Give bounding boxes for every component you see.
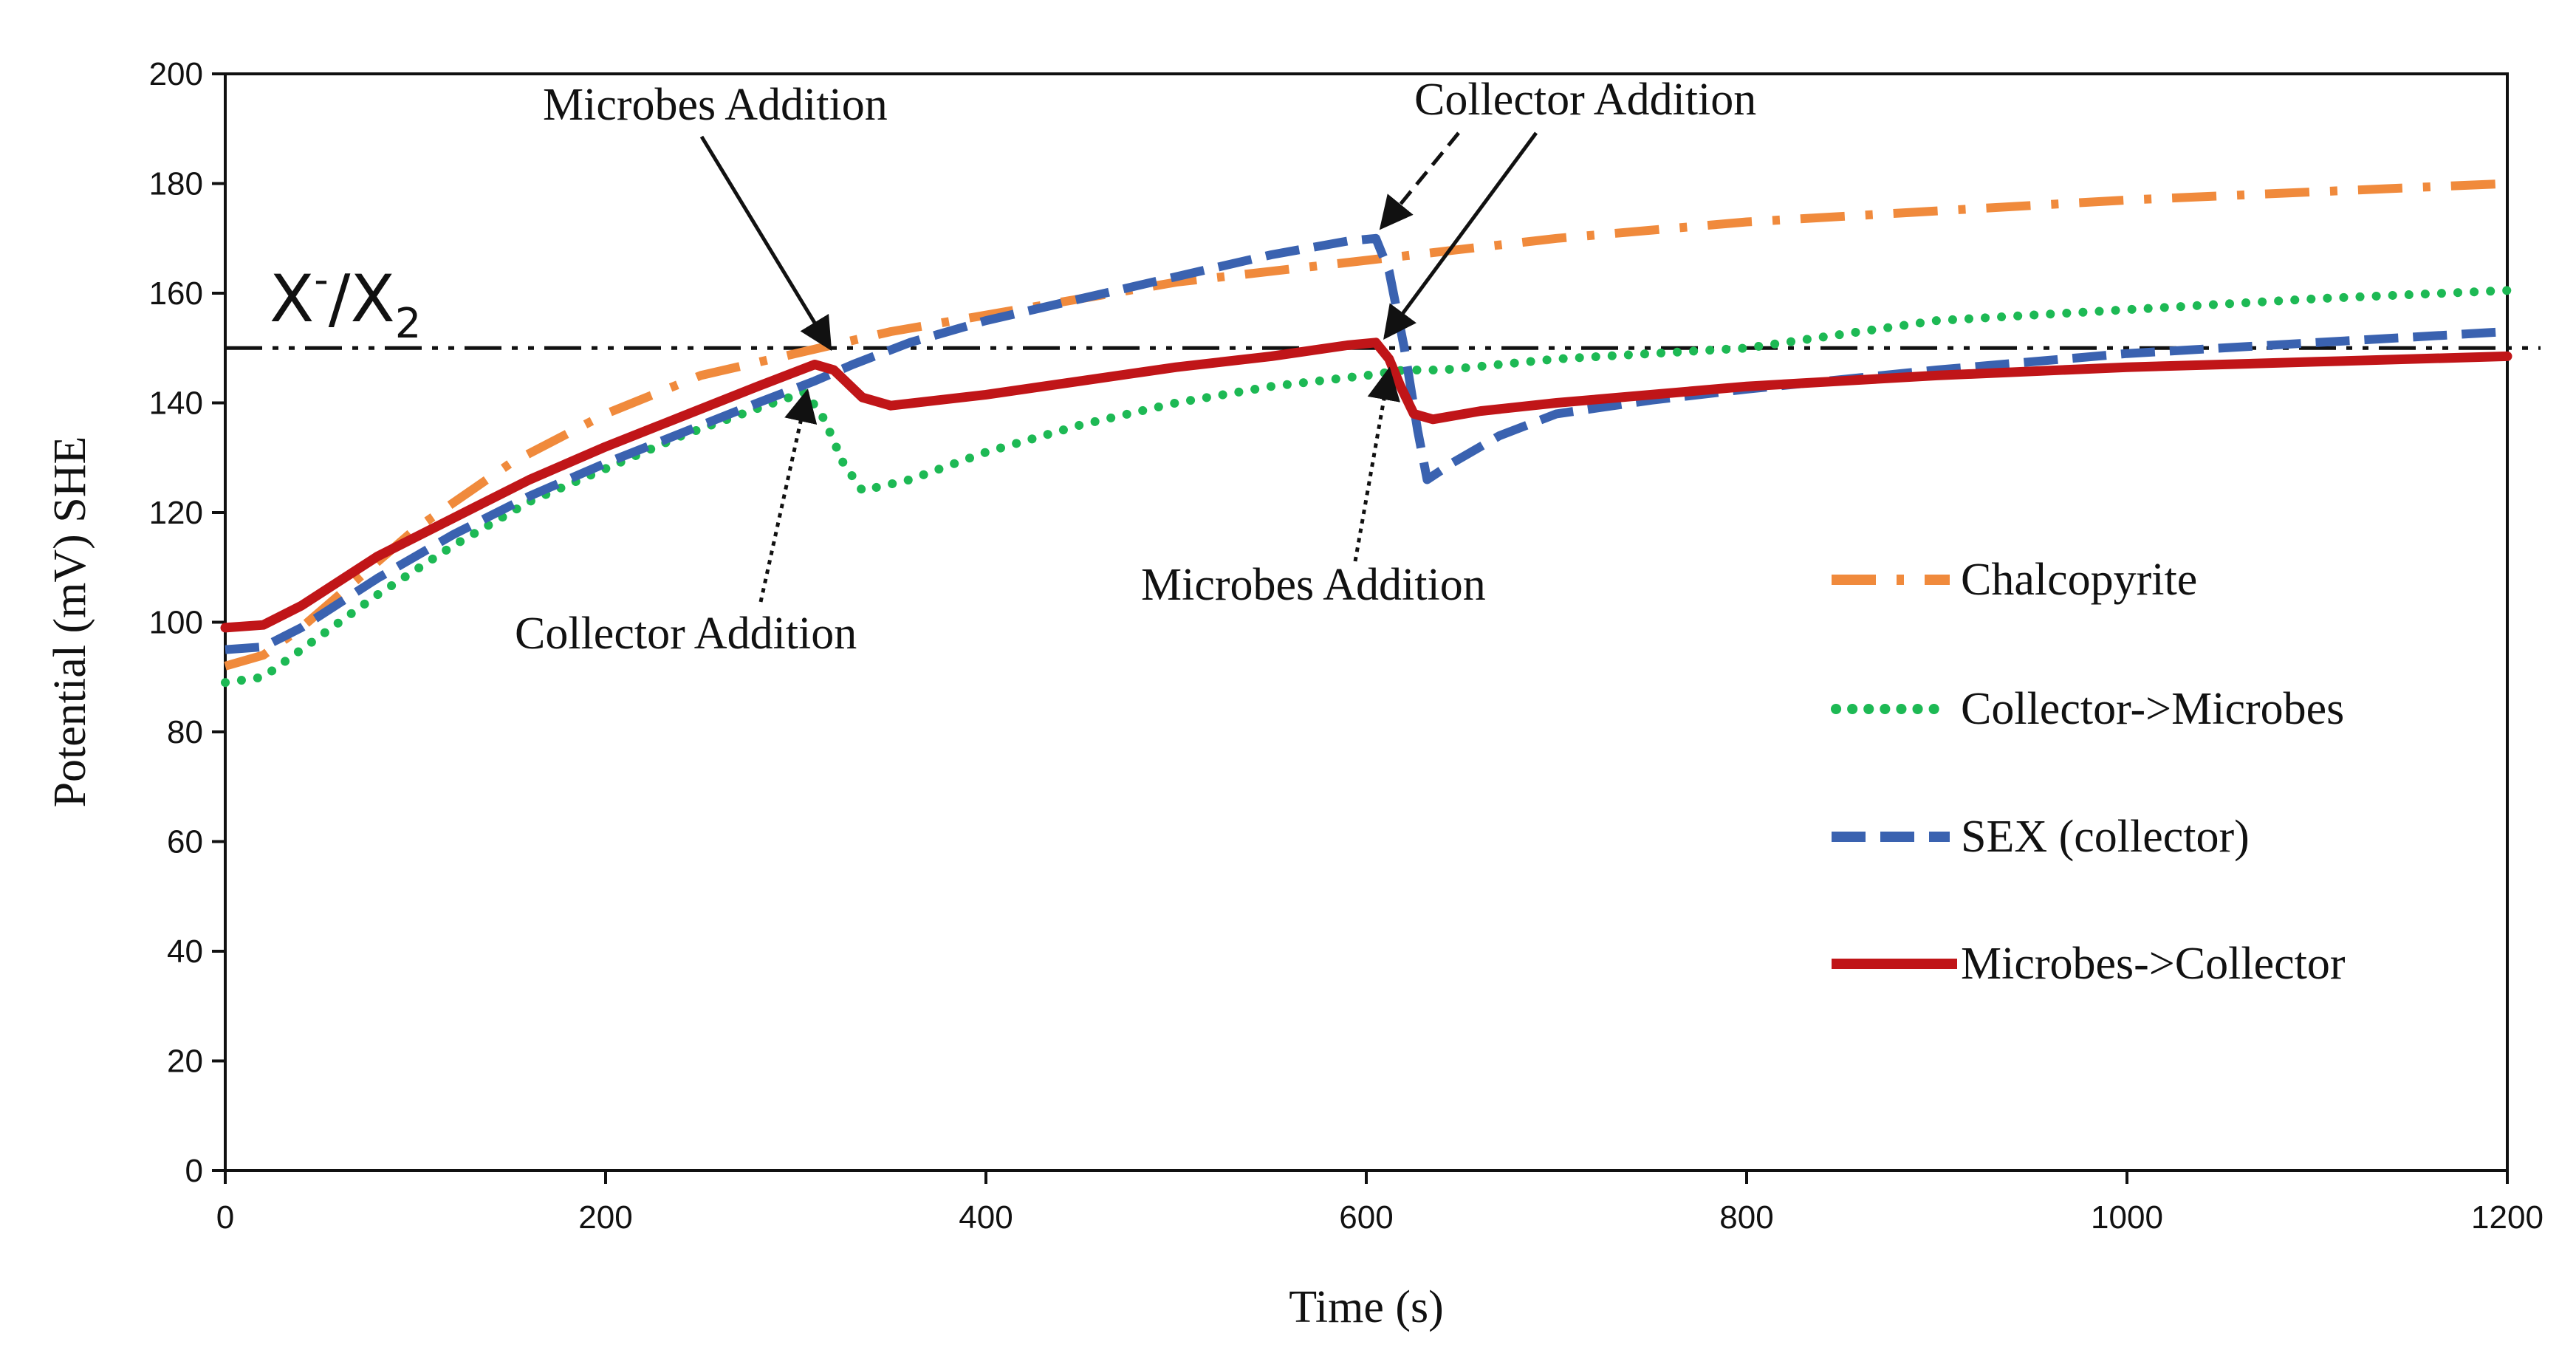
x-tick-label: 1000 [2091, 1199, 2163, 1236]
legend-entry-sex-collector: SEX (collector) [1832, 812, 2250, 862]
annotation-label: Microbes Addition [1141, 560, 1486, 610]
series-layer [220, 179, 2512, 688]
x-tick-label: 600 [1339, 1199, 1393, 1236]
annotation-label: Collector Addition [1414, 75, 1756, 125]
annotation-collector-addition-2: Collector Addition [1379, 75, 1756, 340]
x-tick-label: 200 [578, 1199, 632, 1236]
x-axis-title: Time (s) [1289, 1282, 1444, 1332]
legend-entry-collector-microbes: Collector->Microbes [1831, 684, 2344, 734]
legend-entry-chalcopyrite: Chalcopyrite [1832, 555, 2197, 605]
x-tick-label: 0 [216, 1199, 234, 1236]
x-axis-ticks: 0 200 400 600 800 1000 1200 [216, 1171, 2544, 1236]
series-line-microbes-collector [220, 338, 2512, 633]
y-tick-label: 120 [149, 495, 203, 531]
series-line-sex-collector [225, 233, 2508, 654]
y-tick-label: 160 [149, 275, 203, 312]
legend-label: SEX (collector) [1961, 812, 2250, 862]
legend-label: Chalcopyrite [1961, 555, 2197, 605]
legend-label: Collector->Microbes [1961, 684, 2344, 734]
y-tick-label: 60 [167, 824, 203, 860]
annotation-arrow [699, 135, 832, 352]
y-tick-label: 180 [149, 166, 203, 202]
annotation-microbes-addition-2: Microbes Addition [1141, 366, 1486, 610]
y-tick-label: 80 [167, 714, 203, 750]
legend-entry-microbes-collector: Microbes->Collector [1832, 939, 2346, 989]
annotation-arrow [1379, 131, 1460, 230]
y-tick-label: 200 [149, 56, 203, 92]
annotation-microbes-addition-1: Microbes Addition [543, 80, 888, 352]
y-tick-label: 100 [149, 605, 203, 641]
y-tick-label: 140 [149, 386, 203, 422]
x-tick-label: 1200 [2471, 1199, 2544, 1236]
y-axis-ticks: 0 20 40 60 80 100 120 140 160 180 200 [149, 56, 225, 1189]
annotation-collector-addition-1: Collector Addition [515, 388, 857, 659]
y-tick-label: 40 [167, 934, 203, 970]
annotation-arrow [758, 388, 818, 603]
legend-label: Microbes->Collector [1961, 939, 2346, 989]
series-line-collector-microbes [221, 286, 2512, 688]
x-tick-label: 800 [1719, 1199, 1773, 1236]
x-tick-label: 400 [959, 1199, 1013, 1236]
legend: Chalcopyrite Collector->Microbes SEX (co… [1831, 555, 2346, 989]
annotation-label: Microbes Addition [543, 80, 888, 130]
y-tick-label: 20 [167, 1044, 203, 1080]
y-tick-label: 0 [185, 1153, 203, 1189]
reference-line-label: X-/X2 [270, 256, 421, 348]
annotation-arrow [1383, 131, 1538, 340]
annotation-arrow [1353, 366, 1400, 562]
annotation-label: Collector Addition [515, 609, 857, 659]
y-axis-title: Potential (mV) SHE [45, 436, 95, 808]
